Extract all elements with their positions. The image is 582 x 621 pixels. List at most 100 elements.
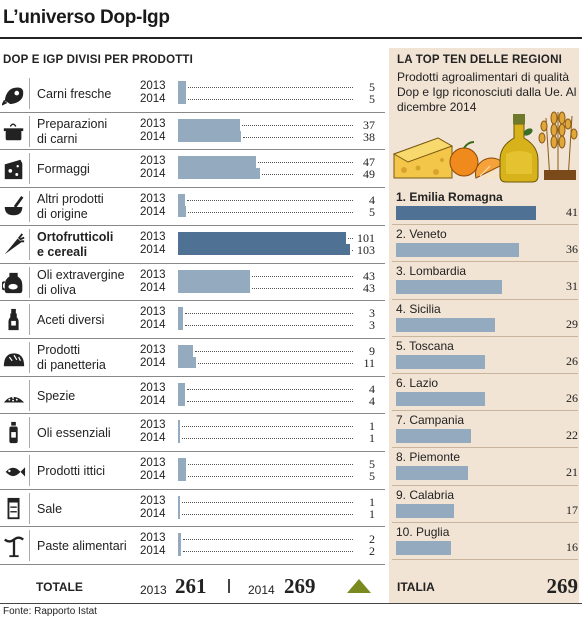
- bar-2014: [178, 319, 183, 331]
- row-separator: [0, 300, 385, 302]
- leader-dots: [186, 388, 353, 390]
- region-value: 22: [566, 428, 578, 443]
- region-label: 2. Veneto: [396, 227, 447, 242]
- region-label: 9. Calabria: [396, 487, 455, 502]
- value-2014: 11: [363, 355, 375, 370]
- bar-2013: [178, 156, 257, 169]
- region-row: 4. Sicilia 29: [396, 302, 578, 338]
- year-label: 2014: [140, 545, 166, 558]
- product-label: Spezie: [37, 388, 76, 403]
- product-label: Oli essenziali: [37, 426, 111, 441]
- total-value-2013: 261: [175, 574, 207, 598]
- row-separator: [0, 564, 385, 566]
- value-2013: 101: [357, 230, 375, 245]
- product-row: Sale 2013 1 2014 1: [0, 490, 385, 527]
- pasta-icon: [2, 531, 26, 561]
- total-value-2014: 269: [284, 574, 316, 598]
- bar-2013: [178, 118, 240, 131]
- product-label: Altri prodotti: [37, 192, 104, 207]
- icon-divider: [29, 492, 30, 524]
- row-separator: [0, 413, 385, 415]
- year-label: 2014: [140, 206, 166, 219]
- bar-2014: [178, 168, 260, 180]
- region-value: 26: [566, 353, 578, 368]
- region-separator: [392, 298, 578, 300]
- product-label: Aceti diversi: [37, 313, 105, 328]
- bar-2013: [178, 344, 193, 357]
- bar-2014: [178, 470, 187, 481]
- row-separator: [0, 337, 385, 339]
- product-row: Oli essenziali 2013 1 2014 1: [0, 414, 385, 451]
- value-2014: 43: [363, 280, 375, 295]
- year-label: 2014: [140, 168, 166, 181]
- icon-divider: [29, 379, 30, 411]
- product-row: Oli extravergine di oliva 2013 43 2014 43: [0, 264, 385, 301]
- value-2013: 47: [363, 155, 375, 170]
- bar-2013: [178, 307, 183, 320]
- region-row: 8. Piemonte 21: [396, 450, 578, 486]
- value-2014: 3: [369, 318, 375, 333]
- product-row: Aceti diversi 2013 3 2014 3: [0, 301, 385, 338]
- leader-dots: [188, 87, 353, 88]
- bar-2014: [178, 432, 180, 444]
- row-separator: [0, 262, 385, 264]
- year-label: 2013: [140, 230, 166, 243]
- source-note: Fonte: Rapporto Istat: [3, 606, 97, 617]
- product-label: di origine: [37, 207, 88, 222]
- product-label: Paste alimentari: [37, 539, 127, 554]
- region-bar: [396, 466, 468, 481]
- leader-dots: [186, 400, 353, 402]
- leader-dots: [261, 174, 353, 176]
- leader-dots: [183, 539, 353, 541]
- year-label: 2014: [140, 130, 166, 143]
- region-row: 10. Puglia 16: [396, 525, 578, 561]
- region-value: 16: [566, 539, 578, 554]
- food-illustration-icon: [392, 111, 578, 183]
- page-title: L’universo Dop-Igp: [3, 7, 170, 28]
- leader-dots: [351, 249, 353, 251]
- year-label: 2014: [140, 281, 166, 294]
- row-separator: [0, 526, 385, 528]
- bar-2014: [178, 281, 250, 293]
- region-label: 3. Lombardia: [396, 264, 467, 279]
- bar-2013: [178, 194, 185, 207]
- spice-icon: [2, 381, 26, 411]
- year-label: 2013: [140, 80, 166, 92]
- icon-divider: [29, 191, 30, 223]
- leader-dots: [241, 124, 353, 126]
- icon-divider: [29, 530, 30, 562]
- bar-2013: [178, 231, 347, 244]
- region-bar: [396, 243, 519, 258]
- value-2013: 5: [369, 457, 375, 471]
- region-bar: [396, 206, 536, 220]
- region-row: 6. Lazio 26: [396, 376, 578, 412]
- bottom-rule: [0, 603, 582, 604]
- leader-dots: [188, 99, 353, 100]
- bar-2014: [178, 507, 180, 519]
- year-label: 2014: [140, 432, 166, 445]
- region-bar: [396, 280, 502, 295]
- oil-jar-icon: [1, 268, 26, 298]
- year-label: 2013: [140, 532, 166, 545]
- bar-2014: [178, 545, 182, 557]
- bread-icon: [2, 343, 26, 373]
- product-label: Sale: [37, 501, 63, 516]
- leader-dots: [188, 476, 353, 477]
- region-label: 1. Emilia Romagna: [396, 190, 503, 204]
- value-2013: 37: [363, 117, 375, 132]
- region-row: 9. Calabria 17: [396, 488, 578, 524]
- icon-divider: [29, 228, 30, 260]
- product-label: Formaggi: [37, 162, 90, 177]
- bar-2014: [178, 206, 187, 218]
- year-label: 2013: [140, 306, 166, 319]
- leader-dots: [185, 325, 353, 327]
- value-2014: 5: [369, 92, 375, 106]
- trend-up-icon: [347, 579, 371, 593]
- product-row: Altri prodotti di origine 2013 4 2014 5: [0, 188, 385, 225]
- year-label: 2013: [140, 193, 166, 206]
- italia-value: 269: [546, 574, 579, 598]
- leader-dots: [186, 200, 353, 202]
- product-row: Spezie 2013 4 2014 4: [0, 377, 385, 414]
- region-row: 1. Emilia Romagna 41: [396, 190, 578, 226]
- year-label: 2014: [140, 394, 166, 407]
